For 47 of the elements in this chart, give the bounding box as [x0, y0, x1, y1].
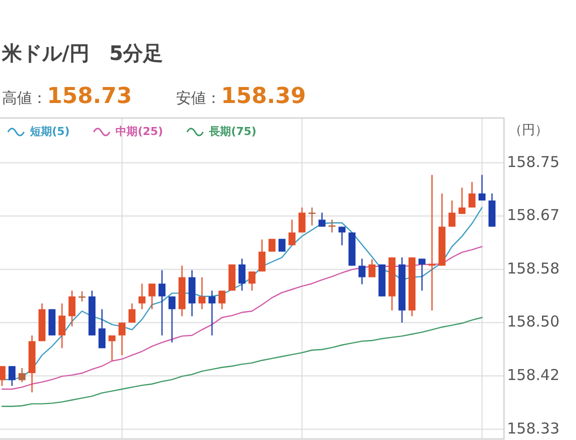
candlestick [338, 226, 346, 246]
candlestick [308, 206, 316, 226]
candlestick [368, 258, 376, 278]
candlestick [128, 302, 136, 324]
legend-label: 短期(5) [29, 125, 70, 138]
y-tick-label: 158.50 [507, 312, 560, 331]
candlestick [218, 290, 226, 310]
candlestick [18, 367, 26, 383]
candlestick [318, 212, 326, 228]
y-axis-title: （円） [509, 123, 548, 138]
chart-title: 米ドル/円 5分足 [1, 41, 164, 65]
text: 安値：158.39 [176, 84, 306, 109]
candlestick [358, 258, 366, 285]
candlestick [118, 322, 126, 356]
candlestick [8, 366, 16, 387]
candlestick [298, 206, 306, 234]
candlestick [448, 200, 456, 228]
candlestick [468, 181, 476, 208]
legend-label: 中期(25) [116, 125, 164, 138]
text: 高値：158.73 [2, 84, 132, 109]
candlestick [168, 296, 176, 344]
y-tick-label: 158.33 [507, 419, 560, 438]
candlestick [108, 334, 116, 362]
candlestick [58, 302, 66, 349]
legend-短期(5): 短期(5) [7, 125, 70, 138]
candlestick [148, 283, 156, 310]
y-tick-label: 158.58 [507, 259, 560, 278]
candlestick [288, 219, 296, 246]
y-tick-label: 158.67 [507, 206, 560, 224]
legend-長期(75): 長期(75) [186, 125, 256, 138]
candlestick [0, 366, 6, 387]
candlestick [158, 270, 166, 336]
legend-label: 長期(75) [208, 125, 256, 138]
candlestick [418, 258, 426, 292]
candlestick [248, 270, 256, 292]
y-tick-label: 158.75 [507, 152, 560, 171]
candlestick [258, 238, 266, 272]
candlestick [138, 283, 146, 310]
candlestick [98, 308, 106, 349]
candlestick [238, 258, 246, 292]
candlestick [478, 174, 486, 202]
candlestick [198, 276, 206, 310]
candlestick [208, 290, 216, 336]
legend-中期(25): 中期(25) [93, 125, 164, 138]
candlestick [68, 290, 76, 328]
y-tick-label: 158.42 [507, 366, 560, 384]
candlestick [458, 187, 466, 215]
